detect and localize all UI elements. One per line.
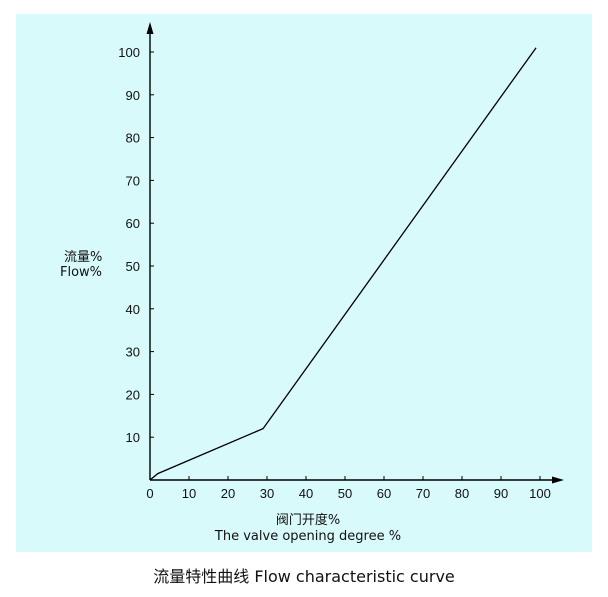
figure-caption: 流量特性曲线 Flow characteristic curve	[153, 567, 455, 586]
y-tick-label-20: 20	[126, 387, 140, 402]
y-tick-label-50: 50	[126, 259, 140, 274]
x-axis-title-en: The valve opening degree %	[214, 529, 401, 544]
x-tick-label-90: 90	[494, 486, 508, 501]
y-axis-arrow	[146, 22, 154, 34]
series-layer	[149, 47, 537, 481]
y-tick-label-100: 100	[118, 45, 140, 60]
y-tick-label-70: 70	[126, 173, 140, 188]
y-tick-label-10: 10	[126, 430, 140, 445]
y-axis-title-en: Flow%	[60, 265, 102, 280]
y-tick-label-40: 40	[126, 302, 140, 317]
x-tick-label-80: 80	[455, 486, 469, 501]
y-tick-label-90: 90	[126, 88, 140, 103]
x-tick-label-10: 10	[182, 486, 196, 501]
x-tick-label-50: 50	[338, 486, 352, 501]
y-axis-title-cn: 流量%	[64, 250, 102, 265]
x-tick-label-70: 70	[416, 486, 430, 501]
y-tick-label-30: 30	[126, 345, 140, 360]
y-tick-label-60: 60	[126, 216, 140, 231]
x-tick-label-40: 40	[299, 486, 313, 501]
series-line-0	[149, 47, 537, 481]
x-tick-label-0: 0	[146, 486, 153, 501]
x-axis-title-cn: 阀门开度%	[276, 512, 340, 528]
x-tick-label-30: 30	[260, 486, 274, 501]
x-tick-label-20: 20	[221, 486, 235, 501]
x-tick-label-100: 100	[529, 486, 551, 501]
x-tick-label-60: 60	[377, 486, 391, 501]
axes	[146, 22, 564, 484]
y-tick-label-80: 80	[126, 131, 140, 146]
ticks: 0 10 20 30 40 50 60 70 80 90 100 10 20 30 40 50 60 70 80 90…	[118, 45, 551, 501]
x-axis-arrow	[552, 476, 564, 484]
